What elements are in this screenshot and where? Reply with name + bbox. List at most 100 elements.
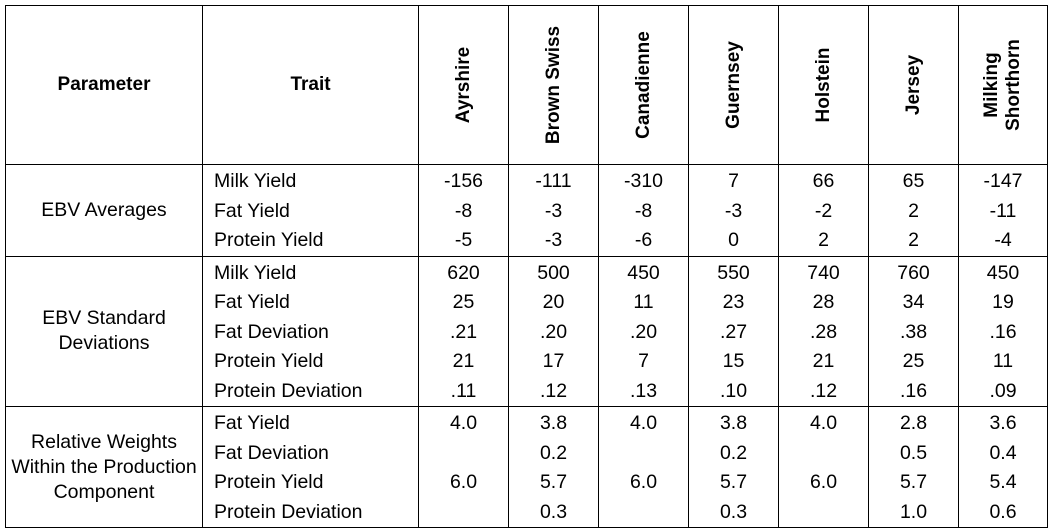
value: 2 bbox=[908, 199, 919, 222]
trait-label: Protein Yield bbox=[214, 350, 324, 372]
value: -8 bbox=[454, 199, 473, 222]
value-cell-milking-shorthorn: -147 -11 -4 bbox=[958, 164, 1048, 257]
value: -8 bbox=[634, 199, 653, 222]
value: 11 bbox=[992, 350, 1014, 372]
value: 11 bbox=[633, 291, 654, 313]
value: 2.8 bbox=[899, 412, 928, 434]
value: .12 bbox=[809, 379, 838, 402]
value: 0.6 bbox=[989, 500, 1017, 523]
value: 0.3 bbox=[539, 500, 568, 523]
value: 620 bbox=[447, 261, 480, 284]
breed-label: Brown Swiss bbox=[542, 25, 564, 145]
value: .20 bbox=[629, 320, 658, 343]
value bbox=[779, 439, 868, 469]
value-cell-holstein: 4.0 6.0 bbox=[778, 406, 869, 528]
value: 0 bbox=[728, 229, 739, 251]
breed-header-milking-shorthorn: Milking Shorthorn bbox=[958, 5, 1048, 165]
value: 21 bbox=[452, 350, 475, 372]
value-cell-milking-shorthorn: 3.6 0.4 5.4 0.6 bbox=[958, 406, 1048, 528]
value: -2 bbox=[814, 199, 833, 222]
value: 500 bbox=[537, 261, 570, 284]
trait-label: Protein Yield bbox=[214, 471, 324, 493]
value: .13 bbox=[629, 379, 658, 402]
value-cell-brown-swiss: -111 -3 -3 bbox=[508, 164, 599, 257]
value: .20 bbox=[539, 320, 568, 343]
value: -147 bbox=[983, 170, 1023, 192]
value: 5.4 bbox=[989, 471, 1017, 493]
value: -156 bbox=[443, 170, 484, 192]
header-row: Parameter Trait Ayrshire Brown Swiss Can… bbox=[5, 5, 1048, 165]
value: 2 bbox=[908, 229, 919, 251]
value: 760 bbox=[897, 261, 930, 284]
value-cell-brown-swiss: 3.8 0.2 5.7 0.3 bbox=[508, 406, 599, 528]
value: .12 bbox=[539, 379, 568, 402]
value: .21 bbox=[449, 320, 478, 343]
value: 0.5 bbox=[899, 441, 928, 464]
breed-label: Holstein bbox=[812, 47, 834, 123]
value-cell-guernsey: 550 23 .27 15 .10 bbox=[688, 255, 779, 407]
value: 6.0 bbox=[629, 471, 658, 493]
value-cell-milking-shorthorn: 450 19 .16 11 .09 bbox=[958, 255, 1048, 407]
trait-label: Milk Yield bbox=[214, 170, 297, 192]
value: 1.0 bbox=[899, 500, 928, 523]
value: .38 bbox=[899, 320, 928, 343]
breed-header-jersey: Jersey bbox=[868, 5, 959, 165]
value: 550 bbox=[717, 261, 750, 284]
trait-cell: Milk Yield Fat Yield Fat Deviation Protein … bbox=[202, 255, 419, 407]
value: 5.7 bbox=[539, 471, 568, 493]
value: 7 bbox=[638, 350, 649, 372]
value: 17 bbox=[542, 350, 565, 372]
parameter-cell: EBV Averages bbox=[5, 164, 203, 257]
trait-label: Fat Deviation bbox=[214, 441, 329, 464]
group-row-ebv-averages: EBV Averages Milk Yield Fat Yield Protein Y… bbox=[5, 164, 1048, 257]
value: 5.7 bbox=[719, 471, 748, 493]
value: 34 bbox=[902, 291, 925, 313]
parameter-cell: Relative Weights Within the Production C… bbox=[5, 406, 203, 528]
value: .11 bbox=[450, 379, 477, 402]
value-cell-jersey: 2.8 0.5 5.7 1.0 bbox=[868, 406, 959, 528]
value: 4.0 bbox=[449, 412, 478, 434]
value: 0.4 bbox=[989, 441, 1017, 464]
trait-cell: Milk Yield Fat Yield Protein Yield bbox=[202, 164, 419, 257]
value: 19 bbox=[992, 291, 1014, 313]
value: 4.0 bbox=[809, 412, 838, 434]
value: 4.0 bbox=[629, 412, 658, 434]
trait-label: Protein Yield bbox=[214, 229, 324, 251]
value: .28 bbox=[809, 320, 838, 343]
value: 65 bbox=[902, 170, 925, 192]
value-cell-jersey: 65 2 2 bbox=[868, 164, 959, 257]
value-cell-canadienne: -310 -8 -6 bbox=[598, 164, 689, 257]
value bbox=[419, 439, 508, 469]
value: 28 bbox=[812, 291, 835, 313]
value: 15 bbox=[722, 350, 745, 372]
breed-header-ayrshire: Ayrshire bbox=[418, 5, 509, 165]
trait-label: Fat Deviation bbox=[214, 320, 329, 343]
value: 2 bbox=[818, 229, 829, 251]
value: -3 bbox=[724, 199, 743, 222]
breed-header-canadienne: Canadienne bbox=[598, 5, 689, 165]
value: -4 bbox=[994, 229, 1012, 251]
breed-label: Ayrshire bbox=[452, 46, 474, 124]
value-cell-guernsey: 3.8 0.2 5.7 0.3 bbox=[688, 406, 779, 528]
value: 7 bbox=[728, 170, 739, 192]
trait-cell: Fat Yield Fat Deviation Protein Yield Prote… bbox=[202, 406, 419, 528]
value: -3 bbox=[544, 229, 563, 251]
value-cell-holstein: 740 28 .28 21 .12 bbox=[778, 255, 869, 407]
trait-label: Milk Yield bbox=[214, 261, 297, 284]
trait-label: Fat Yield bbox=[214, 412, 290, 434]
value: 0.2 bbox=[539, 441, 568, 464]
value: 21 bbox=[812, 350, 835, 372]
value: -3 bbox=[544, 199, 563, 222]
value: 25 bbox=[452, 291, 475, 313]
value-cell-guernsey: 7 -3 0 bbox=[688, 164, 779, 257]
trait-label: Fat Yield bbox=[214, 291, 290, 313]
value: 450 bbox=[986, 261, 1020, 284]
value: .09 bbox=[989, 379, 1017, 402]
value: 66 bbox=[812, 170, 835, 192]
parameter-header: Parameter bbox=[5, 5, 203, 165]
breed-label: Milking Shorthorn bbox=[981, 39, 1024, 131]
value: -11 bbox=[989, 199, 1017, 222]
breed-label: Guernsey bbox=[722, 41, 744, 129]
value: 3.6 bbox=[989, 412, 1017, 434]
value: 3.8 bbox=[719, 412, 748, 434]
